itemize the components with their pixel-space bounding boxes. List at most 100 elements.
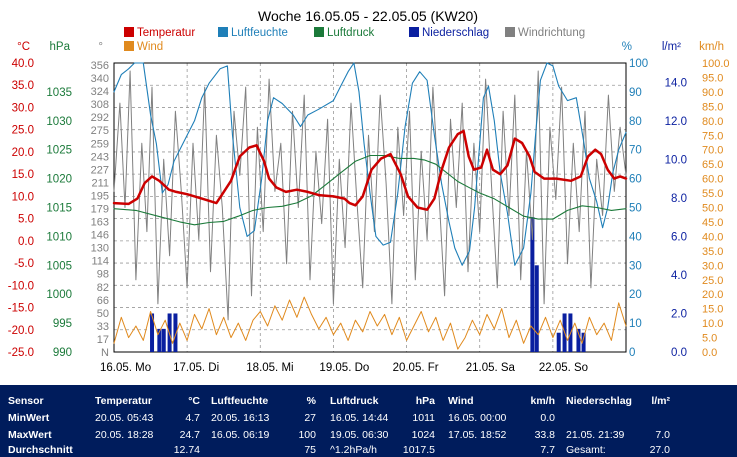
plot-area (114, 63, 626, 352)
windrichtung-line (113, 70, 627, 321)
stats-header-niederschlag: Niederschlag (566, 395, 632, 407)
luftdruck-tick-label: 1025 (46, 145, 72, 157)
niederschlag-bar (157, 328, 162, 352)
niederschlag-bar (150, 313, 155, 352)
wind-tick-label: 15.0 (702, 304, 723, 316)
temperatur-tick-label: 20.0 (12, 147, 34, 159)
luftdruck-tick-label: 1000 (46, 289, 72, 301)
stats-max-wind-val: 33.8 (534, 429, 555, 441)
stats-max-feuchte-val: 100 (298, 429, 316, 441)
legend-swatch-windrichtung (505, 27, 515, 37)
wind-tick-label: 75.0 (702, 130, 723, 142)
stats-max-regen-val: 7.0 (655, 429, 670, 441)
temperatur-tick-label: -20.0 (8, 325, 34, 337)
temperatur-unit-label: °C (17, 41, 30, 53)
wind-tick-label: 35.0 (702, 246, 723, 258)
temperatur-tick-label: -10.0 (8, 280, 34, 292)
luftfeuchte-tick-label: 100 (629, 58, 648, 70)
luftfeuchte-line (113, 62, 627, 266)
legend-label-wind: Wind (137, 41, 163, 53)
windrichtung-tick-label: 292 (91, 112, 109, 124)
chart-title: Woche 16.05.05 - 22.05.05 (KW20) (258, 8, 478, 24)
legend-label-luftdruck: Luftdruck (327, 27, 375, 39)
temperatur-tick-label: 30.0 (12, 102, 34, 114)
windrichtung-tick-label: 227 (91, 164, 109, 176)
wind-unit-label: km/h (699, 41, 724, 53)
wind-tick-label: 0.0 (702, 347, 717, 359)
windrichtung-tick-label: 163 (91, 217, 109, 229)
wind-tick-label: 60.0 (702, 174, 723, 186)
windrichtung-tick-label: 146 (91, 230, 109, 242)
wind-tick-label: 100.0 (702, 58, 730, 70)
niederschlag-bar (530, 217, 535, 352)
wind-tick-label: 80.0 (702, 116, 723, 128)
windrichtung-tick-label: 243 (91, 151, 109, 163)
luftdruck-tick-label: 995 (53, 318, 72, 330)
luftdruck-tick-label: 1005 (46, 260, 72, 272)
wind-tick-label: 70.0 (702, 145, 723, 157)
stats-min-druck-val: 1011 (412, 412, 435, 424)
stats-max-regen-time: 21.05. 21:39 (566, 429, 625, 441)
niederschlag-tick-label: 8.0 (671, 193, 687, 205)
luftfeuchte-tick-label: 30 (629, 260, 642, 272)
stats-max-temp-val: 24.7 (179, 429, 200, 441)
niederschlag-tick-label: 12.0 (665, 116, 687, 128)
stats-row-max-label: MaxWert (8, 429, 52, 441)
niederschlag-bar (173, 313, 178, 352)
windrichtung-tick-label: 356 (91, 60, 109, 72)
luftfeuchte-tick-label: 80 (629, 116, 642, 128)
wind-tick-label: 20.0 (702, 289, 723, 301)
luftfeuchte-tick-label: 0 (629, 347, 635, 359)
niederschlag-bar (581, 332, 586, 352)
legend-label-windrichtung: Windrichtung (518, 27, 585, 39)
wind-tick-label: 10.0 (702, 318, 723, 330)
legend-swatch-luftfeuchte (218, 27, 228, 37)
day-label: 20.05. Fr (393, 362, 439, 374)
windrichtung-tick-label: 33 (97, 321, 109, 333)
grid-lines (113, 62, 627, 353)
temperatur-tick-label: -5.0 (14, 258, 34, 270)
luftfeuchte-tick-label: 60 (629, 174, 642, 186)
legend-swatch-temperatur (124, 27, 134, 37)
stats-avg-regen-time: Gesamt: (566, 444, 606, 456)
stats-max-feuchte-time: 16.05. 06:19 (211, 429, 270, 441)
niederschlag-unit-label: l/m² (662, 41, 681, 53)
luftfeuchte-tick-label: 10 (629, 318, 642, 330)
axis-units: °C hPa °% l/m² km/h (17, 41, 724, 53)
stats-header-regen-unit: l/m² (651, 395, 670, 407)
temperatur-tick-label: 25.0 (12, 125, 34, 137)
windrichtung-tick-label: 130 (91, 243, 109, 255)
niederschlag-tick-label: 2.0 (671, 308, 687, 320)
niederschlag-bar (576, 328, 581, 352)
temperatur-line (112, 129, 628, 211)
legend-swatch-wind (124, 41, 134, 51)
luftfeuchte-tick-label: 50 (629, 203, 642, 215)
temperatur-tick-label: 40.0 (12, 58, 34, 70)
stats-avg-temp-val: 12.74 (173, 444, 200, 456)
day-labels: 16.05. Mo 17.05. Di 18.05. Mi 19.05. Do 20.0… (100, 362, 588, 374)
day-label: 22.05. So (539, 362, 588, 374)
niederschlag-tick-label: 14.0 (665, 77, 687, 89)
windrichtung-tick-label: 340 (91, 73, 109, 85)
day-label: 18.05. Mi (246, 362, 293, 374)
luftfeuchte-tick-label: 90 (629, 87, 642, 99)
luftdruck-tick-label: 1010 (46, 231, 72, 243)
luftdruck-tick-label: 1020 (46, 174, 72, 186)
legend-swatch-luftdruck (314, 27, 324, 37)
stats-header-temp-unit: °C (188, 395, 200, 407)
luftfeuchte-tick-label: 40 (629, 231, 642, 243)
stats-max-wind-time: 17.05. 18:52 (448, 429, 507, 441)
stats-min-druck-time: 16.05. 14:44 (330, 412, 389, 424)
windrichtung-unit-label: ° (98, 41, 103, 53)
legend-label-niederschlag: Niederschlag (422, 27, 489, 39)
stats-table: Sensor Temperatur °C Luftfeuchte % Luftd… (0, 385, 737, 457)
stats-max-druck-time: 19.05. 06:30 (330, 429, 389, 441)
legend-label-luftfeuchte: Luftfeuchte (231, 27, 288, 39)
stats-header-wind: Wind (448, 395, 474, 407)
luftfeuchte-unit-label: % (622, 41, 632, 53)
wind-tick-label: 45.0 (702, 217, 723, 229)
stats-row-min-label: MinWert (8, 412, 50, 424)
wind-tick-label: 30.0 (702, 260, 723, 272)
legend-swatch-niederschlag (409, 27, 419, 37)
luftdruck-unit-label: hPa (50, 41, 71, 53)
